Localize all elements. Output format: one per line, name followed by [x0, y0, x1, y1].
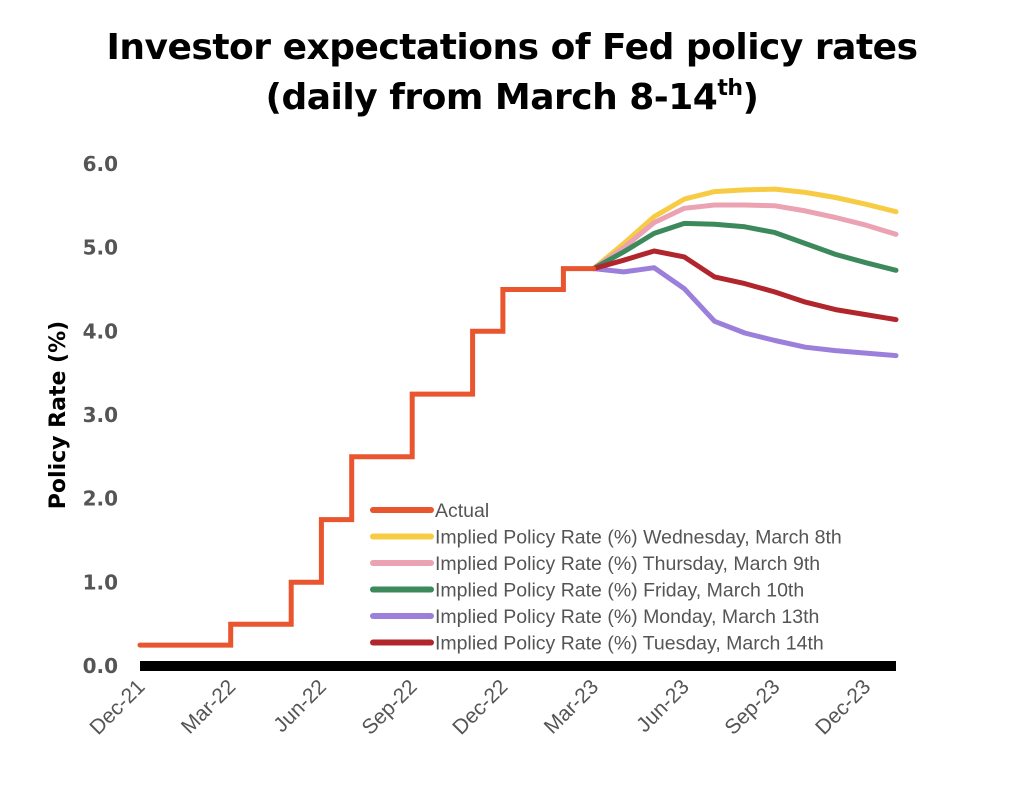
- legend-entry-label: Implied Policy Rate (%) Thursday, March …: [435, 553, 820, 575]
- chart-title-line-1: Investor expectations of Fed policy rate…: [106, 27, 919, 68]
- chart-title-superscript: th: [717, 76, 743, 101]
- x-tick-label: Mar-23: [540, 675, 603, 738]
- chart-title-line-2-text: (daily from March 8-14: [265, 77, 718, 118]
- x-tick-label: Jun-22: [269, 675, 331, 737]
- x-tick-label: Sep-22: [358, 675, 422, 739]
- legend: Actual Implied Policy Rate (%) Wednesday,…: [370, 500, 842, 655]
- x-tick-label: Mar-22: [177, 675, 240, 738]
- chart-title-close-paren: ): [742, 77, 759, 118]
- legend-entry-label: Implied Policy Rate (%) Wednesday, March…: [435, 527, 842, 549]
- series-line-1: [591, 186, 899, 272]
- x-tick-label: Dec-22: [448, 675, 512, 739]
- legend-entry-label: Actual: [435, 500, 489, 522]
- y-tick-label: 1.0: [83, 570, 118, 594]
- legend-entry-label: Implied Policy Rate (%) Tuesday, March 1…: [435, 633, 824, 655]
- y-tick-label: 0.0: [83, 654, 118, 678]
- x-tick-label: Dec-23: [811, 675, 875, 739]
- x-axis-baseline: [140, 661, 896, 671]
- y-tick-label: 2.0: [83, 487, 118, 511]
- y-axis-label: Policy Rate (%): [46, 321, 71, 509]
- x-tick-label: Dec-21: [85, 675, 149, 739]
- series-line-4: [591, 265, 899, 359]
- y-axis-ticks: 0.0 1.0 2.0 3.0 4.0 5.0 6.0: [83, 152, 118, 678]
- x-axis-ticks: Dec-21 Mar-22 Jun-22 Sep-22 Dec-22 Mar-23 Jun-…: [85, 675, 875, 739]
- series-line-2: [591, 202, 899, 272]
- series-line-5: [591, 248, 899, 323]
- legend-entry-label: Implied Policy Rate (%) Friday, March 10…: [435, 580, 804, 602]
- y-tick-label: 3.0: [83, 403, 118, 427]
- legend-entry-label: Implied Policy Rate (%) Monday, March 13…: [435, 606, 819, 628]
- x-tick-label: Sep-23: [720, 675, 784, 739]
- y-tick-label: 4.0: [83, 319, 118, 343]
- y-tick-label: 5.0: [83, 236, 118, 260]
- chart-title-line-2: (daily from March 8-14th): [0, 77, 1024, 118]
- series-lines: [137, 186, 899, 648]
- series-line-0: [137, 266, 597, 648]
- y-tick-label: 6.0: [83, 152, 118, 176]
- series-line-3: [591, 220, 899, 273]
- x-tick-label: Jun-23: [632, 675, 694, 737]
